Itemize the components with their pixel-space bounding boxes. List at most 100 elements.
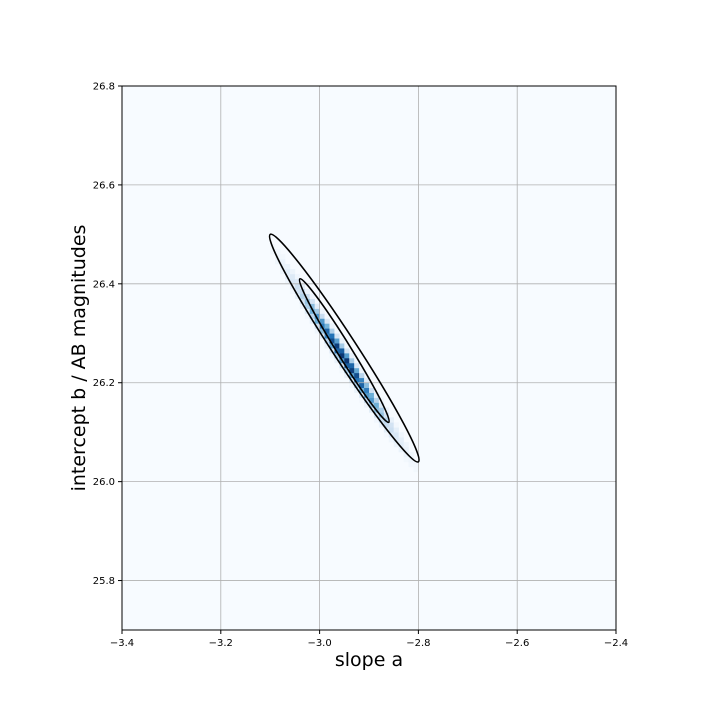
heatmap-cell [324, 328, 330, 334]
heatmap-cell [373, 397, 380, 403]
y-tick-label: 26.8 [93, 82, 115, 93]
heatmap-cell [349, 353, 355, 359]
x-axis-title: slope a [335, 649, 403, 671]
heatmap-cell [359, 397, 365, 403]
heatmap-cell [314, 323, 320, 329]
heatmap-cell [354, 377, 360, 384]
heatmap-cell [314, 318, 320, 324]
heatmap-cell [354, 387, 360, 393]
heatmap-cell [359, 367, 365, 374]
heatmap-cell [309, 298, 315, 304]
heatmap-cell [334, 338, 340, 344]
heatmap-cell [319, 328, 325, 334]
heatmap-cell [398, 432, 404, 438]
heatmap-cell [364, 397, 370, 403]
heatmap-cell [388, 427, 394, 433]
heatmap-cell [280, 254, 286, 260]
heatmap-cell [359, 377, 365, 384]
heatmap-cell [349, 382, 355, 388]
heatmap-cell [408, 456, 414, 463]
x-tick-label: −3.0 [307, 638, 331, 649]
heatmap-cell [314, 303, 320, 309]
heatmap-cell [354, 358, 360, 364]
y-axis: 25.8 26.0 26.2 26.4 26.6 26.8 [93, 82, 122, 587]
heatmap-cell [388, 417, 394, 423]
heatmap-cell [373, 417, 380, 423]
x-tick-label: −3.2 [209, 638, 233, 649]
heatmap-cell [270, 249, 276, 255]
heatmap-cell [329, 323, 335, 329]
heatmap-cell [364, 402, 370, 408]
heatmap-cell [393, 437, 399, 443]
heatmap-cell [344, 348, 350, 354]
heatmap-cell [314, 313, 320, 319]
heatmap-cell [285, 268, 291, 275]
heatmap-cell [364, 392, 370, 398]
heatmap-cell [403, 451, 409, 458]
heatmap-cell [285, 264, 291, 270]
heatmap-cell [344, 362, 350, 369]
heatmap-cell [324, 323, 330, 329]
heatmap-cell [319, 318, 325, 324]
heatmap-cell [319, 308, 325, 314]
heatmap-cell [334, 328, 340, 334]
heatmap-cell [275, 259, 281, 265]
x-tick-label: −2.4 [604, 638, 628, 649]
heatmap-cell [398, 447, 404, 453]
heatmap-cell [408, 461, 414, 468]
heatmap-cell [393, 427, 399, 433]
heatmap-cell [359, 382, 365, 388]
heatmap-cell [373, 392, 380, 398]
heatmap-cell [314, 308, 320, 314]
heatmap-cell [364, 377, 370, 384]
plot-background [122, 86, 616, 630]
heatmap-cell [299, 303, 306, 309]
heatmap-cell [344, 372, 350, 379]
heatmap-cell [364, 387, 370, 393]
heatmap-cell [299, 278, 306, 285]
heatmap-cell [378, 422, 385, 428]
heatmap-cell [398, 442, 404, 448]
heatmap-cell [309, 303, 315, 309]
heatmap-cell [364, 382, 370, 388]
heatmap-cell [275, 249, 281, 255]
heatmap-cell [294, 288, 301, 295]
heatmap-cell [304, 293, 311, 299]
heatmap-cell [344, 353, 350, 359]
heatmap-cell [324, 318, 330, 324]
x-tick-label: −2.6 [505, 638, 529, 649]
x-tick-label: −3.4 [110, 638, 134, 649]
heatmap-cell [275, 254, 281, 260]
heatmap-cell [393, 442, 399, 448]
heatmap-cell [378, 407, 385, 413]
y-tick-label: 25.8 [93, 576, 115, 587]
heatmap-cell [294, 283, 301, 290]
heatmap-cell [304, 288, 311, 295]
heatmap-cell [383, 432, 390, 438]
heatmap-cell [329, 328, 335, 334]
heatmap-cell [299, 298, 306, 304]
y-tick-label: 26.0 [93, 477, 115, 488]
heatmap-cell [378, 402, 385, 408]
heatmap-cell [324, 338, 330, 344]
heatmap-cell [289, 273, 296, 280]
heatmap-cell [294, 273, 301, 280]
heatmap-cell [339, 348, 345, 354]
heatmap-cell [349, 367, 355, 374]
heatmap-cell [354, 367, 360, 374]
heatmap-cell [329, 353, 335, 359]
y-axis-title: intercept b / AB magnitudes [68, 225, 90, 492]
heatmap-cell [289, 278, 296, 285]
heatmap-cell [369, 392, 375, 398]
heatmap-cell [324, 313, 330, 319]
heatmap-cell [304, 303, 311, 309]
y-tick-label: 26.2 [93, 378, 115, 389]
heatmap-cell [324, 343, 330, 349]
heatmap-cell [388, 437, 394, 443]
heatmap-cell [408, 451, 414, 458]
heatmap-cell [334, 353, 340, 359]
heatmap-cell [344, 343, 350, 349]
heatmap-cell [289, 268, 296, 275]
heatmap-cell [403, 442, 409, 448]
x-tick-label: −2.8 [406, 638, 430, 649]
